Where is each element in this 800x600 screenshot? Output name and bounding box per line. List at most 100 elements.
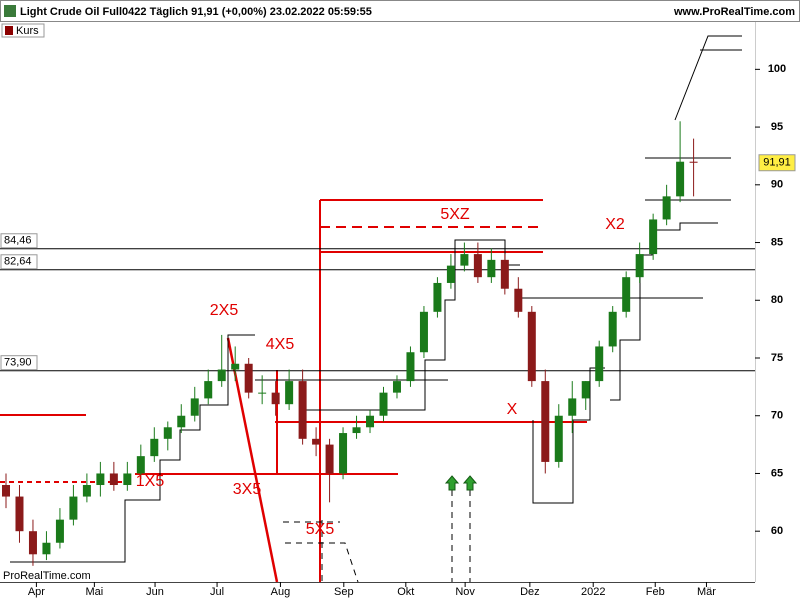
candle-body (163, 427, 172, 439)
level-label: 82,64 (4, 256, 32, 268)
candle-body (392, 381, 401, 393)
candle-body (676, 161, 685, 197)
y-tick-label: 95 (771, 121, 783, 133)
level-box (0, 254, 38, 270)
candle-body (2, 485, 10, 497)
x-tick-label: Dez (520, 586, 540, 598)
level-box (0, 233, 38, 249)
x-tick-label: Nov (455, 586, 475, 598)
level-box (0, 355, 38, 371)
candle-body (541, 381, 550, 462)
candle-body (352, 427, 361, 434)
candle-body (325, 444, 334, 474)
candle-body (150, 438, 159, 457)
annotation: X (507, 401, 518, 418)
candle-body (109, 473, 118, 486)
x-tick-label: Feb (646, 586, 665, 598)
y-tick-label: 60 (771, 525, 783, 537)
candle-body (446, 265, 455, 283)
candle-body (271, 392, 280, 405)
candle-body (231, 363, 240, 370)
candle-body (96, 473, 105, 486)
annotation: 4X5 (266, 336, 295, 353)
candle-body (366, 415, 375, 428)
candle-body (689, 161, 698, 163)
x-tick-label: Sep (334, 586, 354, 598)
candle-body (312, 438, 321, 445)
annotation: 5XZ (440, 206, 470, 223)
candle-body (55, 519, 64, 543)
x-tick-label: Mär (697, 586, 716, 598)
level-label: 73,90 (4, 357, 32, 369)
candle-body (28, 531, 37, 555)
candle-body (581, 381, 590, 399)
annotation-lines (0, 199, 587, 583)
candle-body (136, 456, 145, 474)
candle-body (244, 363, 253, 393)
x-tick-label: 2022 (581, 586, 605, 598)
candle-body (595, 346, 604, 382)
y-tick-label: 80 (771, 294, 783, 306)
candle-body (568, 398, 577, 416)
candle-body (527, 311, 536, 382)
candle-body (649, 219, 658, 255)
y-tick-label: 65 (771, 467, 783, 479)
candle-body (190, 398, 199, 416)
y-tick-label: 100 (768, 63, 786, 75)
icon (4, 5, 16, 17)
candle-body (298, 381, 307, 439)
candle-body (419, 311, 428, 353)
x-tick-label: Jun (146, 586, 164, 598)
candle-body (500, 259, 509, 289)
annotation: 3X5 (233, 481, 262, 498)
watermark: ProRealTime.com (3, 570, 91, 582)
stair-lines (10, 35, 742, 563)
annotation: 2X5 (210, 302, 239, 319)
annotation: 1X5 (136, 473, 165, 490)
candle-body (123, 473, 132, 486)
candle-body (473, 254, 482, 278)
candle-body (15, 496, 24, 532)
x-tick-label: Jul (210, 586, 224, 598)
candle-body (204, 381, 213, 399)
candle-body (339, 433, 348, 474)
candle-body (406, 352, 415, 382)
candle-body (82, 485, 91, 497)
candle-body (42, 542, 51, 555)
candle-body (554, 415, 563, 462)
y-tick-label: 85 (771, 236, 783, 248)
level-label: 84,46 (4, 235, 32, 247)
annotation: X2 (605, 216, 625, 233)
header-site: www.ProRealTime.com (673, 6, 795, 18)
last-price-label: 91,91 (763, 157, 791, 169)
last-price-box (758, 154, 796, 172)
dashed-lines (283, 490, 471, 583)
candle-body (217, 369, 226, 382)
y-tick-label: 90 (771, 179, 783, 191)
candle-body (635, 254, 644, 278)
annotation: 5X5 (306, 521, 335, 538)
candle-body (608, 311, 617, 347)
candle-body (460, 254, 469, 266)
candle-body (487, 259, 496, 278)
legend-label: Kurs (16, 25, 39, 37)
x-tick-label: Okt (397, 586, 414, 598)
candle-body (177, 415, 186, 428)
candle-body (514, 288, 523, 312)
candle-body (69, 496, 78, 520)
x-tick-label: Aug (271, 586, 291, 598)
candle-body (662, 196, 671, 220)
y-tick-label: 70 (771, 410, 783, 422)
x-tick-label: Apr (28, 586, 45, 598)
candle-body (258, 392, 267, 394)
header-title: Light Crude Oil Full0422 Täglich 91,91 (… (20, 6, 372, 18)
legend-swatch (5, 26, 13, 35)
candle-body (622, 277, 631, 312)
candle-body (433, 282, 442, 312)
arrows (444, 475, 478, 491)
x-tick-label: Mai (86, 586, 104, 598)
y-tick-label: 75 (771, 352, 783, 364)
candle-body (379, 392, 388, 416)
